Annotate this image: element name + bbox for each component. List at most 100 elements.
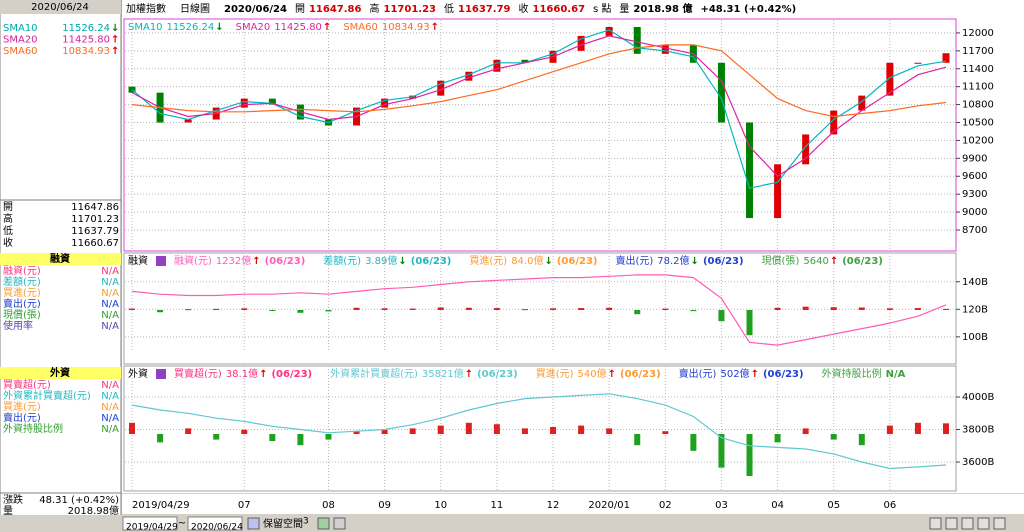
y-tick-label: 11100 — [962, 82, 994, 93]
bar — [353, 307, 360, 310]
legend-arrow: ↑ — [259, 369, 267, 380]
sma-label: SMA20 — [3, 35, 38, 46]
candle — [830, 110, 838, 135]
pane-label: 外資 — [128, 368, 148, 380]
bar — [578, 308, 585, 310]
icon-button[interactable] — [961, 517, 974, 530]
bar — [353, 431, 360, 434]
header-period: 日線圖 — [180, 2, 210, 15]
legend-date: (06/23) — [477, 369, 518, 380]
legend-arrow: ↓ — [215, 22, 223, 33]
legend-value: N/A — [886, 369, 906, 380]
legend-name: 賣出(元) — [615, 254, 653, 267]
legend-value: 84.0億 — [511, 254, 543, 267]
margin-pane-border — [123, 252, 957, 365]
y-tick-label: 9600 — [962, 171, 987, 182]
candle — [521, 59, 529, 63]
x-axis-band — [122, 494, 1024, 514]
date-input[interactable] — [187, 516, 243, 531]
legend-value: 540億 — [578, 367, 607, 380]
bar — [746, 310, 753, 336]
y-tick-label: 9300 — [962, 189, 987, 200]
bar — [325, 434, 332, 440]
candle — [774, 164, 782, 219]
candle — [437, 80, 445, 96]
section-row-label: 外資累計買賣超(元) — [3, 389, 91, 402]
section-row-value: N/A — [101, 413, 119, 424]
toolbar-reserve-value: 3 — [303, 517, 309, 527]
sma-value: 11526.24 — [62, 23, 110, 34]
x-tick-label: 02 — [659, 500, 672, 511]
bar — [157, 310, 164, 313]
bar — [718, 310, 725, 322]
date-input[interactable] — [122, 516, 178, 531]
x-tick-label: 09 — [378, 500, 391, 511]
icon-button[interactable] — [993, 517, 1006, 530]
x-tick-label: 07 — [238, 500, 251, 511]
candle — [858, 95, 866, 111]
section-row-label: 賣出(元) — [3, 411, 41, 424]
section-row-label: 融資(元) — [3, 265, 41, 277]
bar — [774, 434, 781, 443]
bar — [437, 425, 444, 434]
ohlc-value: 11647.86 — [71, 202, 119, 213]
icon-button[interactable] — [247, 517, 260, 530]
bar — [606, 307, 613, 310]
icon-button[interactable] — [929, 517, 942, 530]
header-date: 2020/06/24 — [224, 4, 287, 15]
icon-button[interactable] — [317, 517, 330, 530]
candle — [746, 122, 754, 219]
bar — [802, 428, 809, 434]
legend-arrow: ↑ — [323, 22, 331, 33]
bar — [185, 428, 192, 434]
candle — [886, 62, 894, 96]
candle — [240, 98, 248, 108]
section-title: 外資 — [49, 366, 70, 379]
y-tick-label: 140B — [962, 277, 988, 288]
y-tick-label: 120B — [962, 304, 988, 315]
ohlc-label: 收 — [3, 236, 13, 249]
icon-button[interactable] — [333, 517, 346, 530]
legend-value: 3.89億 — [365, 254, 397, 267]
section-row-value: N/A — [101, 391, 119, 402]
section-row-label: 買進(元) — [3, 287, 41, 299]
section-row-label: 外資持股比例 — [3, 422, 63, 435]
bar — [634, 310, 641, 315]
legend-date: (06/23) — [265, 256, 306, 267]
bar — [269, 434, 276, 441]
section-row-value: N/A — [101, 310, 119, 321]
field-value: 11647.86 — [309, 4, 362, 15]
bar — [858, 307, 865, 310]
bar — [213, 308, 220, 310]
x-tick-label: 04 — [771, 500, 784, 511]
x-tick-label: 05 — [827, 500, 840, 511]
icon-button[interactable] — [977, 517, 990, 530]
ohlc-value: 11637.79 — [71, 226, 119, 237]
y-tick-label: 8700 — [962, 225, 987, 236]
candle — [914, 62, 922, 64]
bar — [521, 309, 528, 311]
bar — [858, 434, 865, 446]
legend-name: 外資累計買賣超(元) — [330, 367, 418, 380]
candle — [802, 134, 810, 165]
section-row-label: 買賣超(元) — [3, 378, 51, 391]
toolbar-icons — [929, 517, 1006, 530]
legend-arrow: ↑ — [465, 369, 473, 380]
candle — [942, 53, 950, 63]
bar — [662, 308, 669, 310]
legend-name: 外資持股比例 — [822, 367, 882, 380]
legend-arrow: ↓ — [398, 256, 406, 267]
icon-button[interactable] — [945, 517, 958, 530]
bar — [662, 431, 669, 434]
footer-value: 2018.98億 — [68, 504, 119, 517]
bar — [943, 308, 949, 310]
x-tick-label: 03 — [715, 500, 728, 511]
bar — [774, 307, 781, 310]
candle — [465, 71, 473, 81]
pane-label: 融資 — [128, 255, 148, 267]
legend-value: 35821億 — [422, 367, 464, 380]
y-tick-label: 11700 — [962, 46, 994, 57]
bar — [437, 307, 444, 310]
y-tick-label: 3800B — [962, 425, 994, 436]
bar — [830, 434, 837, 440]
